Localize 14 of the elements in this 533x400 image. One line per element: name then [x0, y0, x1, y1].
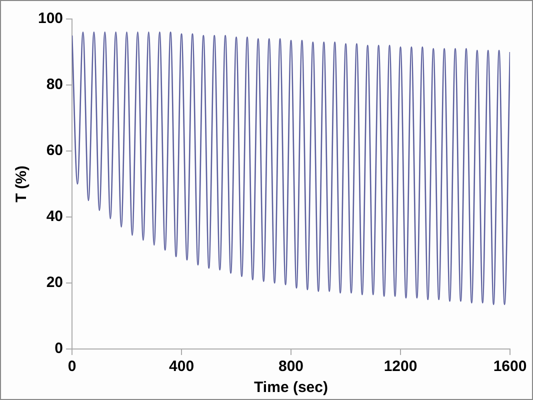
y-tick-label: 40 [46, 208, 64, 226]
y-tick-label: 0 [54, 340, 64, 358]
x-axis-title: Time (sec) [254, 379, 328, 396]
y-axis-title: T (%) [13, 166, 30, 202]
line-series [72, 32, 510, 306]
y-tick-label: 20 [46, 274, 64, 292]
x-tick-label: 1600 [493, 358, 527, 376]
y-tick-label: 80 [46, 76, 64, 94]
y-tick-label: 60 [46, 142, 64, 160]
y-tick-label: 100 [38, 10, 64, 28]
x-tick-label: 1200 [384, 358, 418, 376]
x-tick-label: 400 [169, 358, 194, 376]
x-tick-label: 800 [278, 358, 304, 376]
x-tick-label: 0 [68, 358, 76, 376]
